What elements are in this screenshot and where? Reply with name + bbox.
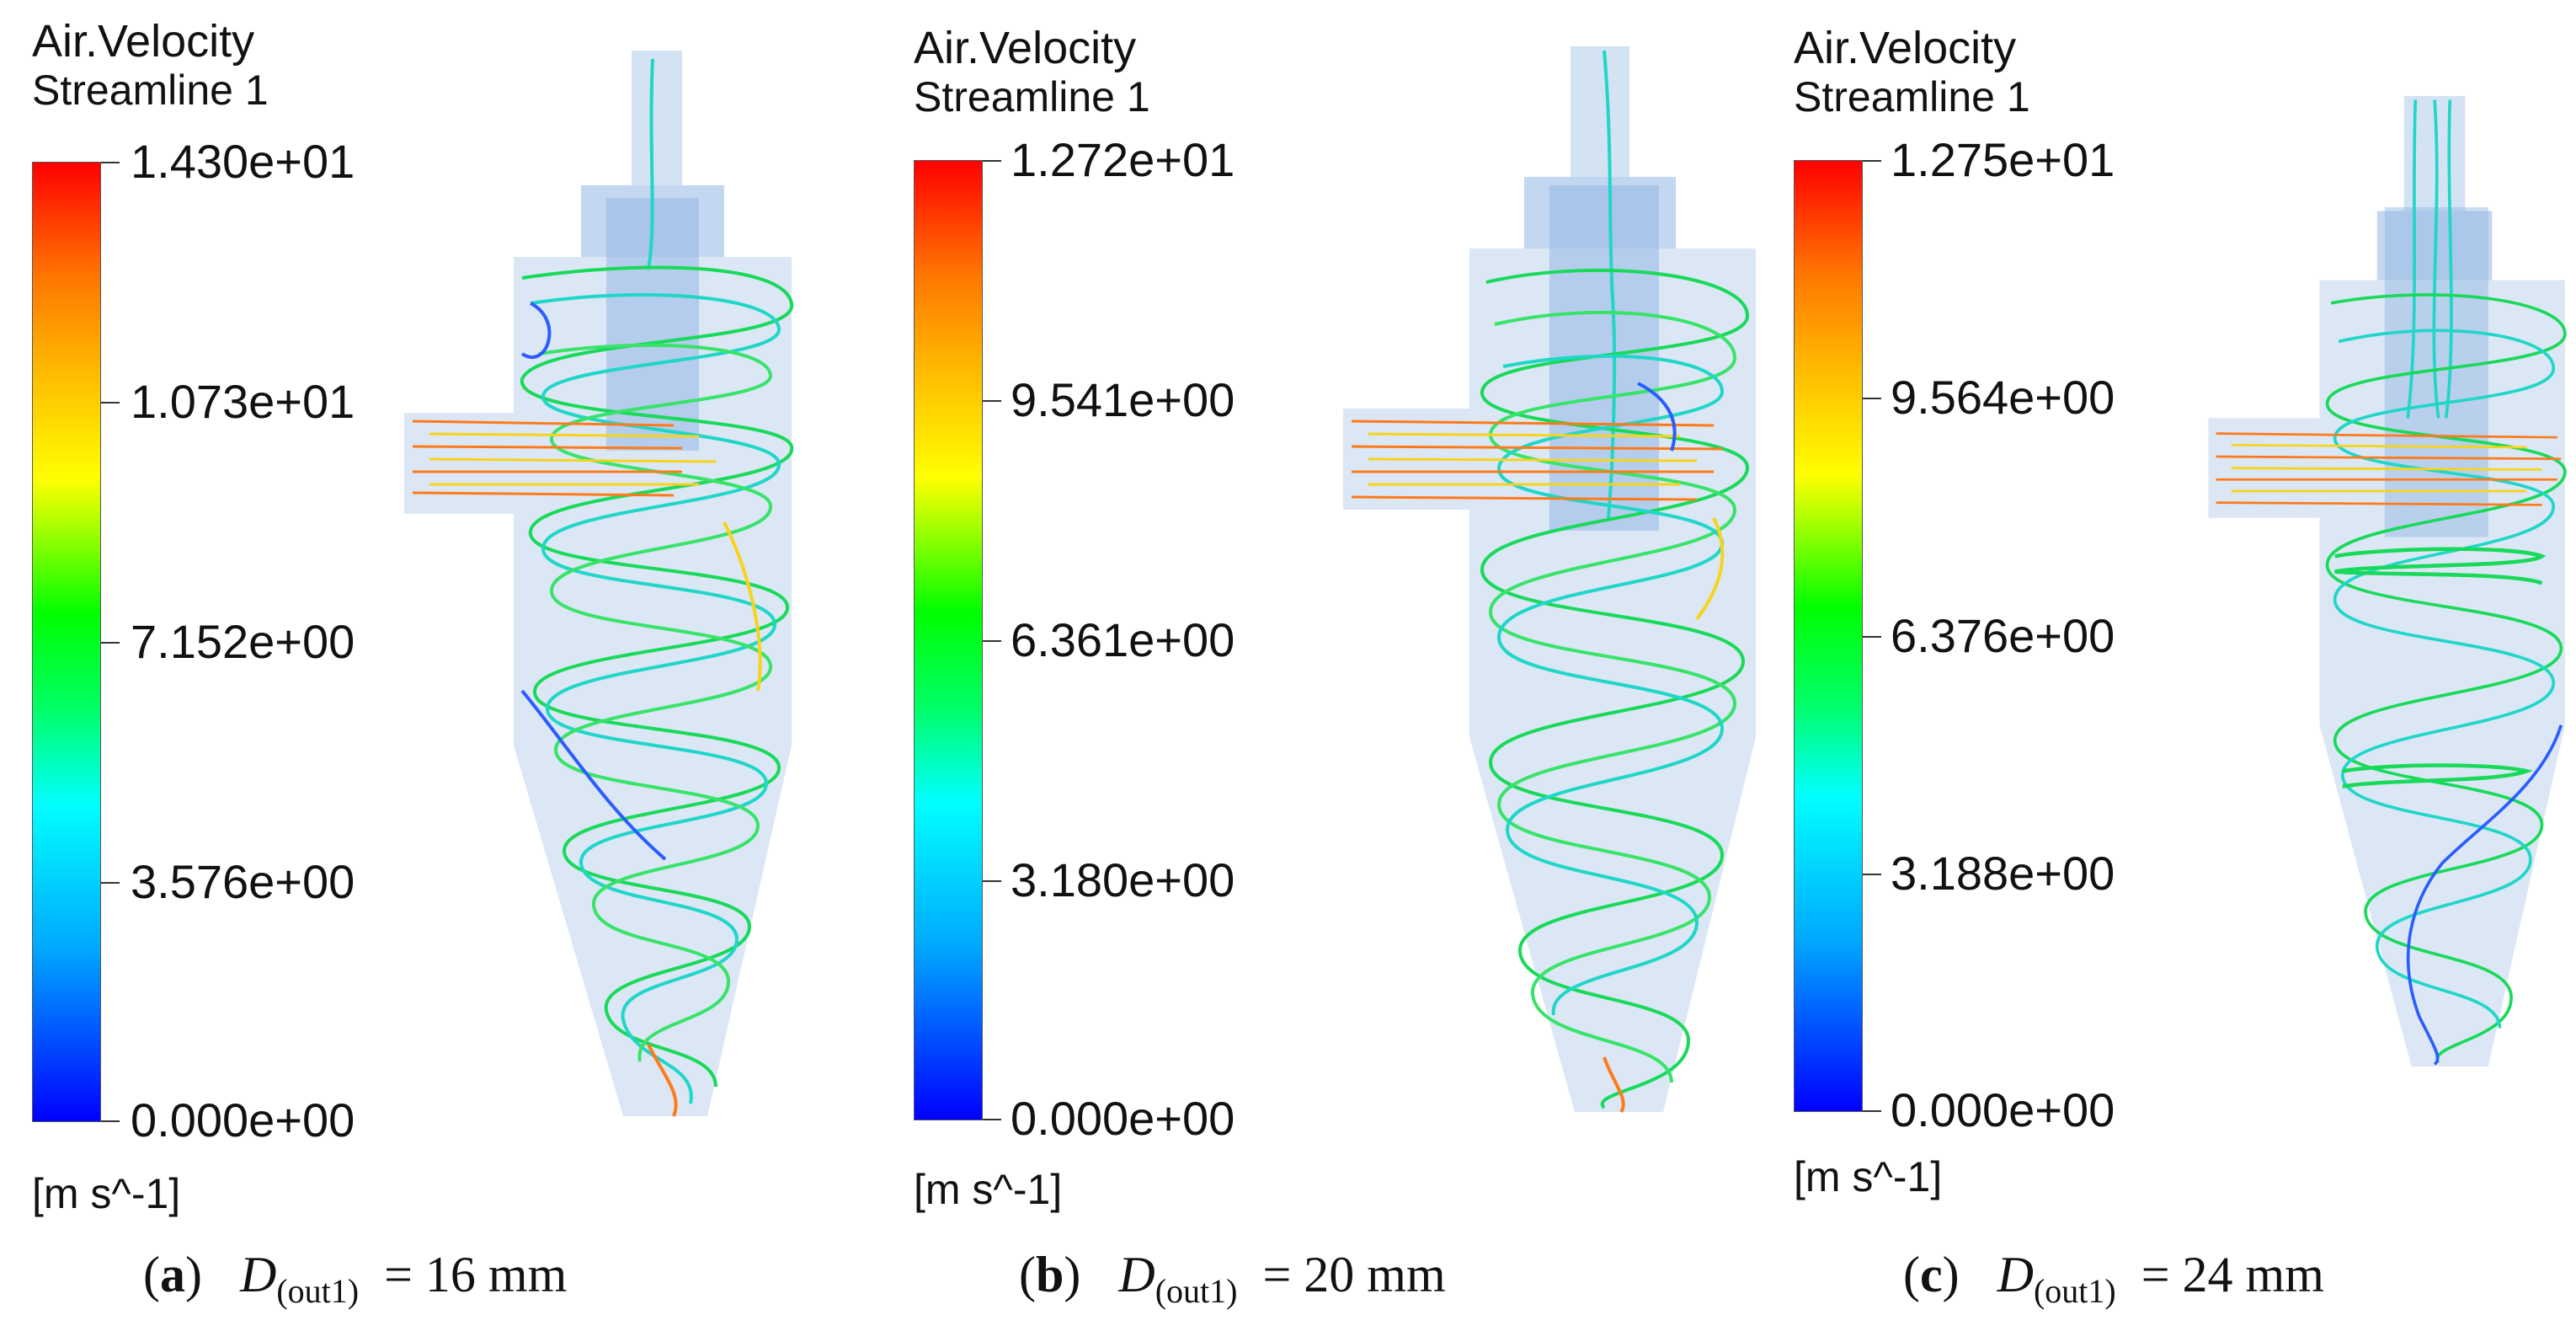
cyclone-streamlines	[404, 51, 794, 1117]
panel-b: Air.Velocity Streamline 1 1.272e+01 9.54…	[880, 0, 1756, 1331]
legend-subtitle: Streamline 1	[32, 67, 269, 114]
legend-subtitle: Streamline 1	[914, 73, 1150, 120]
caption-value: = 20 mm	[1262, 1247, 1446, 1302]
panel-caption: (c) D(out1) = 24 mm	[1903, 1247, 2324, 1310]
caption-subscript: (out1)	[2033, 1272, 2116, 1310]
caption-variable: D	[239, 1247, 277, 1302]
tick-label: 1.430e+01	[131, 135, 355, 188]
tick-label: 0.000e+00	[1891, 1083, 2115, 1136]
tick-label: 9.541e+00	[1011, 373, 1235, 426]
legend-title: Air.Velocity	[1794, 23, 2017, 73]
caption-label: a	[159, 1247, 185, 1302]
tick-label: 6.361e+00	[1011, 613, 1235, 666]
caption-variable: D	[1997, 1247, 2034, 1302]
tick-label: 1.275e+01	[1891, 133, 2115, 186]
tick-label: 0.000e+00	[131, 1093, 355, 1147]
legend-title: Air.Velocity	[914, 23, 1137, 73]
caption-value: = 24 mm	[2141, 1247, 2324, 1302]
units-label: [m s^-1]	[914, 1166, 1063, 1213]
caption-value: = 16 mm	[384, 1247, 568, 1302]
cyclone-body	[404, 51, 792, 1116]
tick-label: 3.188e+00	[1891, 847, 2115, 900]
colorbar	[1794, 160, 1863, 1112]
caption-variable: D	[1118, 1247, 1155, 1302]
caption-subscript: (out1)	[276, 1272, 360, 1310]
panel-a: Air.Velocity Streamline 1 1.430e+01 1.07…	[0, 0, 842, 1331]
tick-label: 7.152e+00	[131, 615, 355, 668]
tick-label: 3.576e+00	[131, 855, 355, 908]
tick-label: 0.000e+00	[1011, 1092, 1235, 1145]
legend-title: Air.Velocity	[32, 16, 255, 67]
tick-label: 3.180e+00	[1011, 853, 1235, 906]
caption-subscript: (out1)	[1155, 1272, 1238, 1310]
cyclone-body	[1343, 46, 1756, 1112]
units-label: [m s^-1]	[1794, 1153, 1943, 1200]
panel-caption: (a) D(out1) = 16 mm	[143, 1247, 568, 1310]
legend-subtitle: Streamline 1	[1794, 73, 2030, 120]
panel-caption: (b) D(out1) = 20 mm	[1019, 1247, 1446, 1310]
tick-label: 9.564e+00	[1891, 371, 2115, 424]
cyclone-body	[2208, 95, 2565, 1066]
colorbar	[32, 162, 101, 1122]
tick-label: 6.376e+00	[1891, 609, 2115, 662]
colorbar	[914, 160, 983, 1120]
cyclone-streamlines	[1343, 46, 1756, 1114]
cyclone-streamlines	[2208, 95, 2567, 1066]
panel-c: Air.Velocity Streamline 1 1.275e+01 9.56…	[1756, 0, 2576, 1331]
tick-label: 1.073e+01	[131, 375, 355, 428]
tick-label: 1.272e+01	[1011, 133, 1235, 186]
caption-label: c	[1919, 1247, 1943, 1302]
caption-label: b	[1035, 1247, 1064, 1302]
units-label: [m s^-1]	[32, 1170, 181, 1217]
